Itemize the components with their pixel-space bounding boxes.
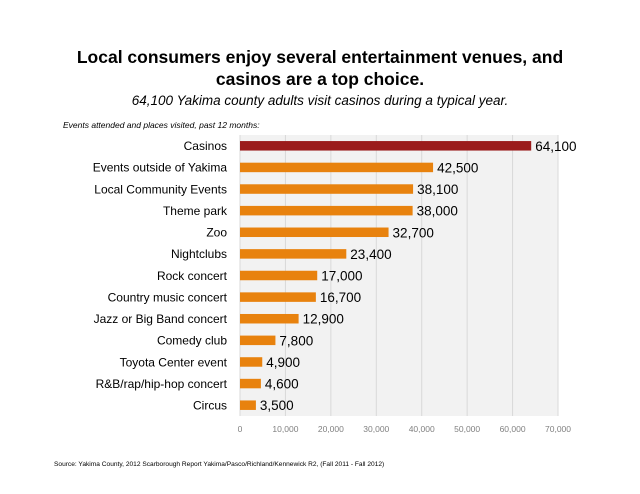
category-label: Jazz or Big Band concert: [94, 312, 228, 326]
category-label: Events outside of Yakima: [93, 161, 228, 175]
bar: [240, 313, 299, 324]
data-label: 42,500: [437, 160, 478, 175]
data-label: 16,700: [320, 290, 361, 305]
bar: [240, 141, 532, 151]
bar: [240, 357, 263, 367]
slide-subtitle: 64,100 Yakima county adults visit casino…: [131, 93, 509, 108]
category-label: Toyota Center event: [120, 355, 228, 369]
bar: [240, 270, 318, 281]
bar: [240, 162, 434, 173]
x-tick-label: 60,000: [500, 424, 526, 434]
chart-caption: Events attended and places visited, past…: [63, 120, 260, 130]
category-labels: Casinos Events outside of Yakima Local Com…: [93, 139, 228, 412]
bar: [240, 227, 389, 238]
x-tick-label: 50,000: [454, 424, 480, 434]
data-label: 4,600: [265, 377, 299, 392]
category-label: Zoo: [206, 226, 227, 240]
x-tick-label: 30,000: [363, 424, 389, 434]
category-label: Country music concert: [108, 290, 228, 304]
x-tick-label: 70,000: [545, 424, 571, 434]
category-label: Theme park: [163, 204, 228, 218]
data-label: 4,900: [266, 355, 300, 370]
data-label: 64,100: [535, 139, 576, 154]
data-label: 12,900: [303, 312, 344, 327]
source-note: Source: Yakima County, 2012 Scarborough …: [54, 461, 385, 468]
category-label: Rock concert: [157, 269, 228, 283]
bars-group: [240, 141, 532, 410]
x-tick-label: 0: [238, 424, 243, 434]
data-label: 32,700: [393, 225, 434, 240]
x-axis-ticks: 0 10,000 20,000 30,000 40,000 50,000 60,000 70,…: [238, 424, 572, 434]
bar: [240, 378, 261, 389]
bar: [240, 249, 347, 259]
category-label: Nightclubs: [171, 247, 227, 261]
category-label: Local Community Events: [94, 182, 227, 196]
x-tick-label: 10,000: [272, 424, 298, 434]
data-label: 3,500: [260, 398, 294, 413]
data-label: 38,100: [417, 182, 458, 197]
bar: [240, 335, 276, 346]
data-label: 17,000: [321, 269, 362, 284]
bar: [240, 400, 256, 410]
slide-title-line1: Local consumers enjoy several entertainm…: [76, 47, 564, 67]
data-label: 23,400: [350, 247, 391, 262]
category-label: R&B/rap/hip-hop concert: [96, 377, 228, 391]
bar: [240, 292, 316, 302]
bar: [240, 184, 414, 194]
category-label: Comedy club: [157, 334, 227, 348]
bar: [240, 205, 413, 216]
category-label: Circus: [193, 398, 227, 412]
category-label: Casinos: [184, 139, 227, 153]
x-tick-label: 40,000: [409, 424, 435, 434]
x-tick-label: 20,000: [318, 424, 344, 434]
data-label: 7,800: [279, 333, 313, 348]
slide-title-line2: casinos are a top choice.: [215, 69, 425, 89]
data-label: 38,000: [417, 204, 458, 219]
